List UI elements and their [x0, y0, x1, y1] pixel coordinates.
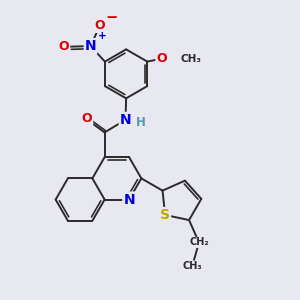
Text: N: N: [85, 39, 96, 53]
Text: O: O: [82, 112, 92, 124]
Text: CH₃: CH₃: [180, 54, 201, 64]
Text: N: N: [120, 113, 131, 127]
Text: O: O: [59, 40, 69, 53]
Text: O: O: [156, 52, 167, 65]
Text: +: +: [98, 31, 106, 41]
Text: CH₃: CH₃: [182, 261, 202, 271]
Text: CH₂: CH₂: [189, 237, 209, 248]
Text: S: S: [160, 208, 170, 222]
Text: H: H: [136, 116, 146, 129]
Text: N: N: [123, 193, 135, 207]
Text: O: O: [94, 19, 105, 32]
Text: −: −: [106, 10, 118, 25]
